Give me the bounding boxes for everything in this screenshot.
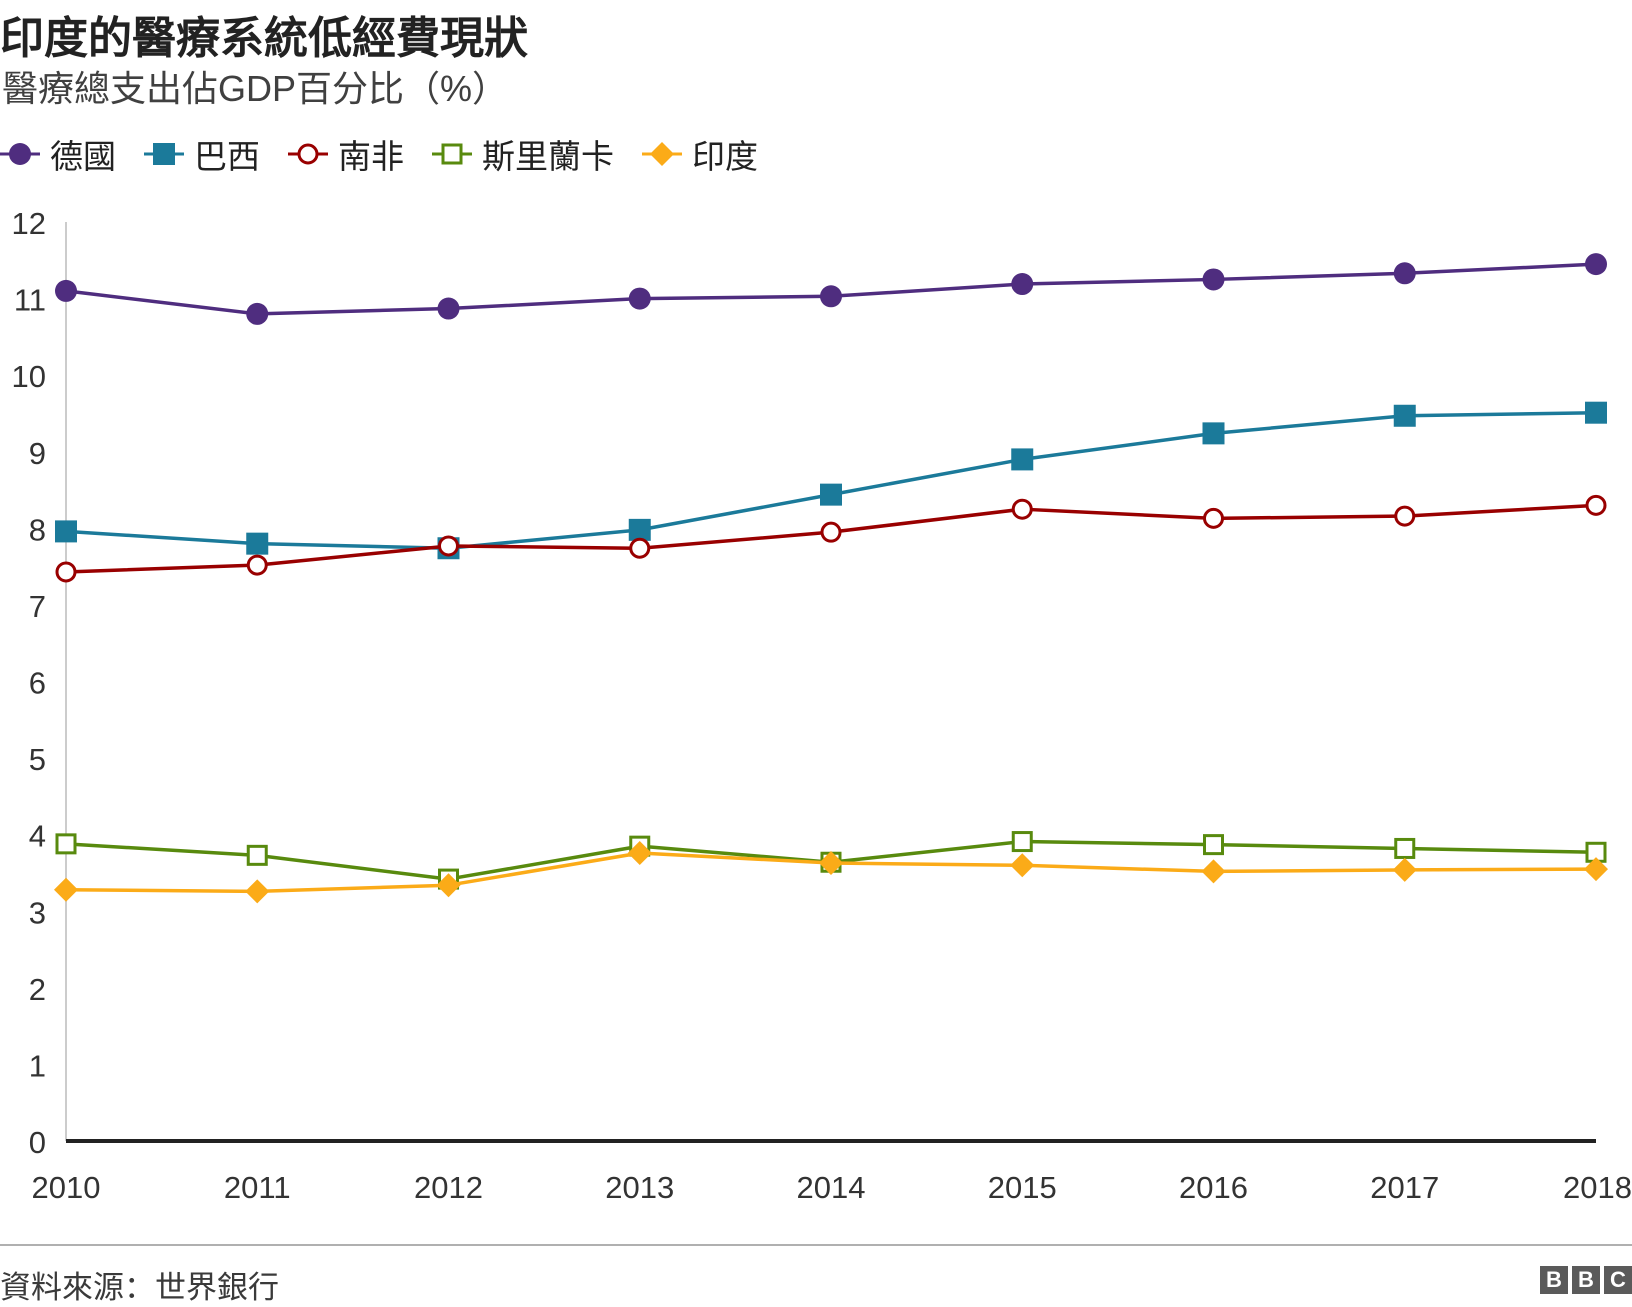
y-tick-label: 12 <box>12 206 46 241</box>
data-point <box>55 561 77 583</box>
data-point <box>1203 507 1224 529</box>
legend-label: 斯里蘭卡 <box>482 138 614 175</box>
bbc-logo: B B C <box>1540 1266 1632 1294</box>
bbc-logo-letter: C <box>1604 1266 1632 1294</box>
legend-item: 南非 <box>288 130 404 178</box>
data-point <box>1011 448 1034 471</box>
data-point <box>1202 268 1225 291</box>
data-point <box>246 554 268 576</box>
legend-label: 南非 <box>338 138 404 175</box>
data-point <box>1202 422 1225 445</box>
data-point <box>627 841 652 866</box>
data-point <box>628 287 651 310</box>
data-point <box>1011 273 1034 296</box>
data-point <box>54 877 78 902</box>
data-point <box>628 518 651 541</box>
data-point <box>819 851 843 876</box>
y-tick-label: 11 <box>14 283 46 318</box>
legend-item: 斯里蘭卡 <box>432 130 614 178</box>
legend-label: 巴西 <box>194 138 260 175</box>
y-tick-label: 4 <box>29 819 46 854</box>
data-point <box>1394 505 1416 527</box>
legend-item: 巴西 <box>144 130 260 178</box>
data-point <box>246 302 269 325</box>
legend-item: 印度 <box>642 130 758 178</box>
x-tick-label: 2013 <box>605 1170 674 1205</box>
y-tick-label: 3 <box>29 895 46 930</box>
x-tick-label: 2014 <box>797 1170 866 1205</box>
y-tick-label: 9 <box>29 436 46 471</box>
data-point <box>246 844 268 866</box>
data-point <box>1011 831 1033 853</box>
chart-title: 印度的醫療系統低經費現狀 <box>0 14 528 63</box>
y-tick-label: 7 <box>29 589 46 624</box>
y-tick-label: 8 <box>29 512 46 547</box>
bbc-logo-letter: B <box>1572 1266 1600 1294</box>
data-point <box>820 285 842 308</box>
data-point <box>1393 262 1416 285</box>
legend-marker-icon <box>288 143 328 165</box>
data-point <box>55 833 77 855</box>
legend: 德國 巴西 南非 斯里蘭卡 印度 <box>0 132 786 176</box>
legend-label: 德國 <box>50 138 116 175</box>
y-tick-label: 10 <box>12 359 46 394</box>
chart-subtitle: 醫療總支出佔GDP百分比（%） <box>2 68 509 109</box>
data-point <box>629 537 651 559</box>
legend-label: 印度 <box>692 138 758 175</box>
data-point <box>246 532 269 555</box>
data-point <box>1203 834 1224 856</box>
data-point <box>820 521 842 543</box>
data-point <box>1585 494 1607 516</box>
y-tick-label: 2 <box>29 972 46 1007</box>
data-point <box>1394 837 1416 859</box>
data-point <box>1011 498 1033 520</box>
x-tick-label: 2011 <box>224 1170 291 1205</box>
data-point <box>1392 857 1417 882</box>
legend-marker-icon <box>432 143 472 165</box>
x-tick-label: 2015 <box>988 1170 1057 1205</box>
legend-marker-icon <box>144 143 184 165</box>
y-tick-label: 0 <box>29 1125 46 1160</box>
footer-divider <box>0 1244 1632 1246</box>
x-tick-label: 2017 <box>1370 1170 1439 1205</box>
data-point <box>1201 859 1226 884</box>
bbc-logo-letter: B <box>1540 1266 1568 1294</box>
legend-item: 德國 <box>0 130 116 178</box>
x-tick-label: 2016 <box>1179 1170 1248 1205</box>
x-tick-label: 2010 <box>32 1170 101 1205</box>
legend-marker-icon <box>0 143 40 165</box>
y-tick-label: 5 <box>29 742 46 777</box>
data-point <box>55 279 77 302</box>
data-point <box>55 520 77 543</box>
data-point <box>1585 401 1607 424</box>
data-point <box>1585 253 1607 276</box>
data-point <box>436 873 461 898</box>
y-tick-label: 6 <box>29 666 46 701</box>
data-point <box>437 297 460 320</box>
data-point <box>1010 853 1035 878</box>
source-note: 資料來源：世界銀行 <box>0 1270 279 1305</box>
data-point <box>1584 857 1608 882</box>
data-point <box>820 483 842 506</box>
x-tick-label: 2012 <box>414 1170 483 1205</box>
y-tick-label: 1 <box>29 1048 46 1083</box>
x-tick-label: 2018 <box>1563 1170 1632 1205</box>
legend-marker-icon <box>642 142 682 166</box>
data-point <box>1393 404 1416 427</box>
data-point <box>245 879 270 904</box>
data-point <box>438 535 459 557</box>
